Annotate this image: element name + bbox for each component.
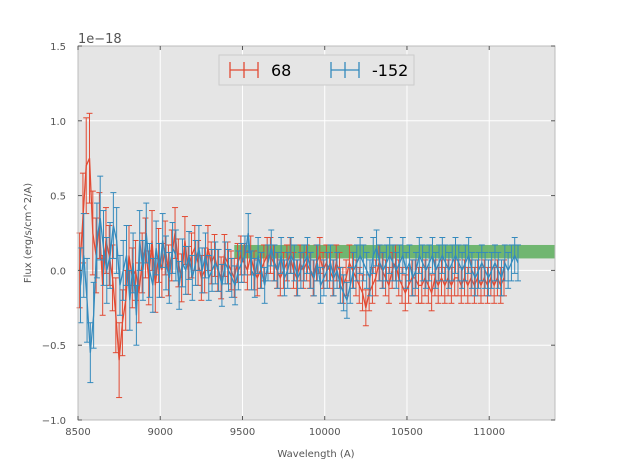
x-axis-label: Wavelength (A)	[277, 449, 354, 460]
y-offset-label: 1e−18	[78, 32, 122, 47]
x-axis-ticks: 8500 9000 9500 10000 10500 11000	[65, 46, 505, 438]
flux-band	[234, 244, 556, 259]
legend: 68 -152	[218, 54, 415, 86]
y-tick-label: 1.5	[50, 42, 66, 53]
legend-label: -152	[372, 61, 408, 80]
series-2	[77, 175, 521, 384]
flux-band-rect	[234, 244, 556, 259]
x-tick-label: 9500	[230, 427, 255, 438]
legend-entry-1: 68	[229, 61, 291, 80]
series-line	[78, 157, 505, 361]
legend-entry-2: -152	[330, 61, 408, 80]
x-tick-label: 11000	[473, 427, 505, 438]
y-tick-label: −0.5	[42, 341, 66, 352]
series-line	[79, 217, 519, 353]
plot-frame	[77, 45, 556, 421]
plot-background	[78, 46, 555, 420]
x-tick-label: 8500	[65, 427, 90, 438]
x-tick-label: 9000	[148, 427, 173, 438]
x-tick-label: 10500	[391, 427, 423, 438]
y-tick-label: 0.0	[50, 266, 66, 277]
y-tick-label: 1.0	[50, 117, 66, 128]
y-tick-label: −1.0	[42, 416, 66, 427]
y-axis-ticks: −1.0 −0.5 0.0 0.5 1.0 1.5	[42, 42, 555, 427]
x-tick-label: 10000	[309, 427, 341, 438]
y-tick-label: 0.5	[50, 192, 66, 203]
legend-label: 68	[271, 61, 291, 80]
y-axis-label: Flux (erg/s/cm^2/A)	[23, 183, 34, 283]
